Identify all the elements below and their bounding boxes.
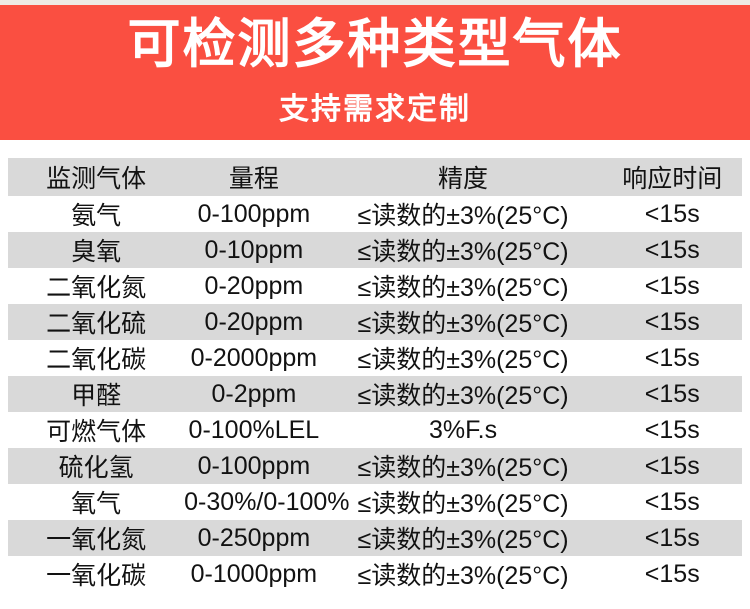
cell-gas: 二氧化硫: [46, 310, 147, 338]
column-header-gas: 监测气体: [46, 165, 147, 193]
cell-gas: 二氧化碳: [46, 346, 147, 374]
cell-accuracy: ≤读数的±3%(25°C): [357, 238, 569, 266]
cell-accuracy: ≤读数的±3%(25°C): [357, 382, 569, 410]
top-strip: [0, 0, 750, 5]
cell-range: 0-250ppm: [197, 523, 311, 552]
cell-accuracy: ≤读数的±3%(25°C): [357, 526, 569, 554]
cell-accuracy: ≤读数的±3%(25°C): [357, 274, 569, 302]
table-row: 可燃气体 0-100%LEL 3%F.s <15s: [8, 412, 742, 448]
cell-range: 0-100ppm: [197, 199, 311, 228]
cell-gas: 甲醛: [71, 382, 122, 410]
cell-response: <15s: [644, 415, 700, 444]
column-header-accuracy: 精度: [438, 165, 489, 193]
spec-table-body: 氨气 0-100ppm ≤读数的±3%(25°C) <15s 臭氧 0-10ppm ≤读数的…: [8, 196, 742, 592]
cell-response: <15s: [644, 487, 700, 516]
spec-table-container: 监测气体 量程 精度 响应时间 氨气 0-100ppm ≤读数的±3%(25°C) <…: [8, 158, 742, 592]
column-header-response: 响应时间: [622, 165, 723, 193]
cell-range: 0-10ppm: [204, 235, 304, 264]
header-row: 监测气体 量程 精度 响应时间: [8, 158, 742, 196]
cell-response: <15s: [644, 235, 700, 264]
cell-response: <15s: [644, 523, 700, 552]
cell-response: <15s: [644, 343, 700, 372]
cell-gas: 氧气: [71, 490, 122, 518]
cell-response: <15s: [644, 199, 700, 228]
cell-gas: 可燃气体: [46, 418, 147, 446]
cell-range: 0-20ppm: [204, 307, 304, 336]
cell-range: 0-100ppm: [197, 451, 311, 480]
cell-accuracy: 3%F.s: [429, 415, 498, 444]
table-row: 一氧化碳 0-1000ppm ≤读数的±3%(25°C) <15s: [8, 556, 742, 592]
cell-gas: 一氧化氮: [46, 526, 147, 554]
table-row: 二氧化碳 0-2000ppm ≤读数的±3%(25°C) <15s: [8, 340, 742, 376]
table-row: 甲醛 0-2ppm ≤读数的±3%(25°C) <15s: [8, 376, 742, 412]
cell-range: 0-100%LEL: [188, 415, 320, 444]
banner-title: 可检测多种类型气体: [127, 15, 623, 75]
gas-spec-table: 监测气体 量程 精度 响应时间 氨气 0-100ppm ≤读数的±3%(25°C) <…: [8, 158, 742, 592]
table-row: 臭氧 0-10ppm ≤读数的±3%(25°C) <15s: [8, 232, 742, 268]
cell-gas: 一氧化碳: [46, 562, 147, 590]
cell-range: 0-2ppm: [211, 379, 297, 408]
table-row: 氧气 0-30%/0-100% ≤读数的±3%(25°C) <15s: [8, 484, 742, 520]
cell-gas: 氨气: [71, 202, 122, 230]
banner-subtitle: 支持需求定制: [279, 92, 471, 126]
cell-range: 0-20ppm: [204, 271, 304, 300]
cell-gas: 二氧化氮: [46, 274, 147, 302]
cell-range: 0-2000ppm: [190, 343, 318, 372]
cell-response: <15s: [644, 307, 700, 336]
table-row: 二氧化氮 0-20ppm ≤读数的±3%(25°C) <15s: [8, 268, 742, 304]
table-row: 硫化氢 0-100ppm ≤读数的±3%(25°C) <15s: [8, 448, 742, 484]
table-row: 一氧化氮 0-250ppm ≤读数的±3%(25°C) <15s: [8, 520, 742, 556]
cell-response: <15s: [644, 379, 700, 408]
cell-accuracy: ≤读数的±3%(25°C): [357, 490, 569, 518]
cell-gas: 臭氧: [71, 238, 122, 266]
table-row: 氨气 0-100ppm ≤读数的±3%(25°C) <15s: [8, 196, 742, 232]
header-banner: 可检测多种类型气体 支持需求定制: [0, 5, 750, 140]
cell-response: <15s: [644, 559, 700, 588]
table-row: 二氧化硫 0-20ppm ≤读数的±3%(25°C) <15s: [8, 304, 742, 340]
column-header-range: 量程: [228, 165, 279, 193]
cell-gas: 硫化氢: [58, 454, 134, 482]
cell-range: 0-30%/0-100%: [184, 487, 350, 516]
cell-accuracy: ≤读数的±3%(25°C): [357, 202, 569, 230]
cell-accuracy: ≤读数的±3%(25°C): [357, 562, 569, 590]
cell-accuracy: ≤读数的±3%(25°C): [357, 310, 569, 338]
cell-range: 0-1000ppm: [190, 559, 318, 588]
cell-response: <15s: [644, 271, 700, 300]
spec-table-header: 监测气体 量程 精度 响应时间: [8, 158, 742, 196]
cell-accuracy: ≤读数的±3%(25°C): [357, 346, 569, 374]
cell-response: <15s: [644, 451, 700, 480]
cell-accuracy: ≤读数的±3%(25°C): [357, 454, 569, 482]
